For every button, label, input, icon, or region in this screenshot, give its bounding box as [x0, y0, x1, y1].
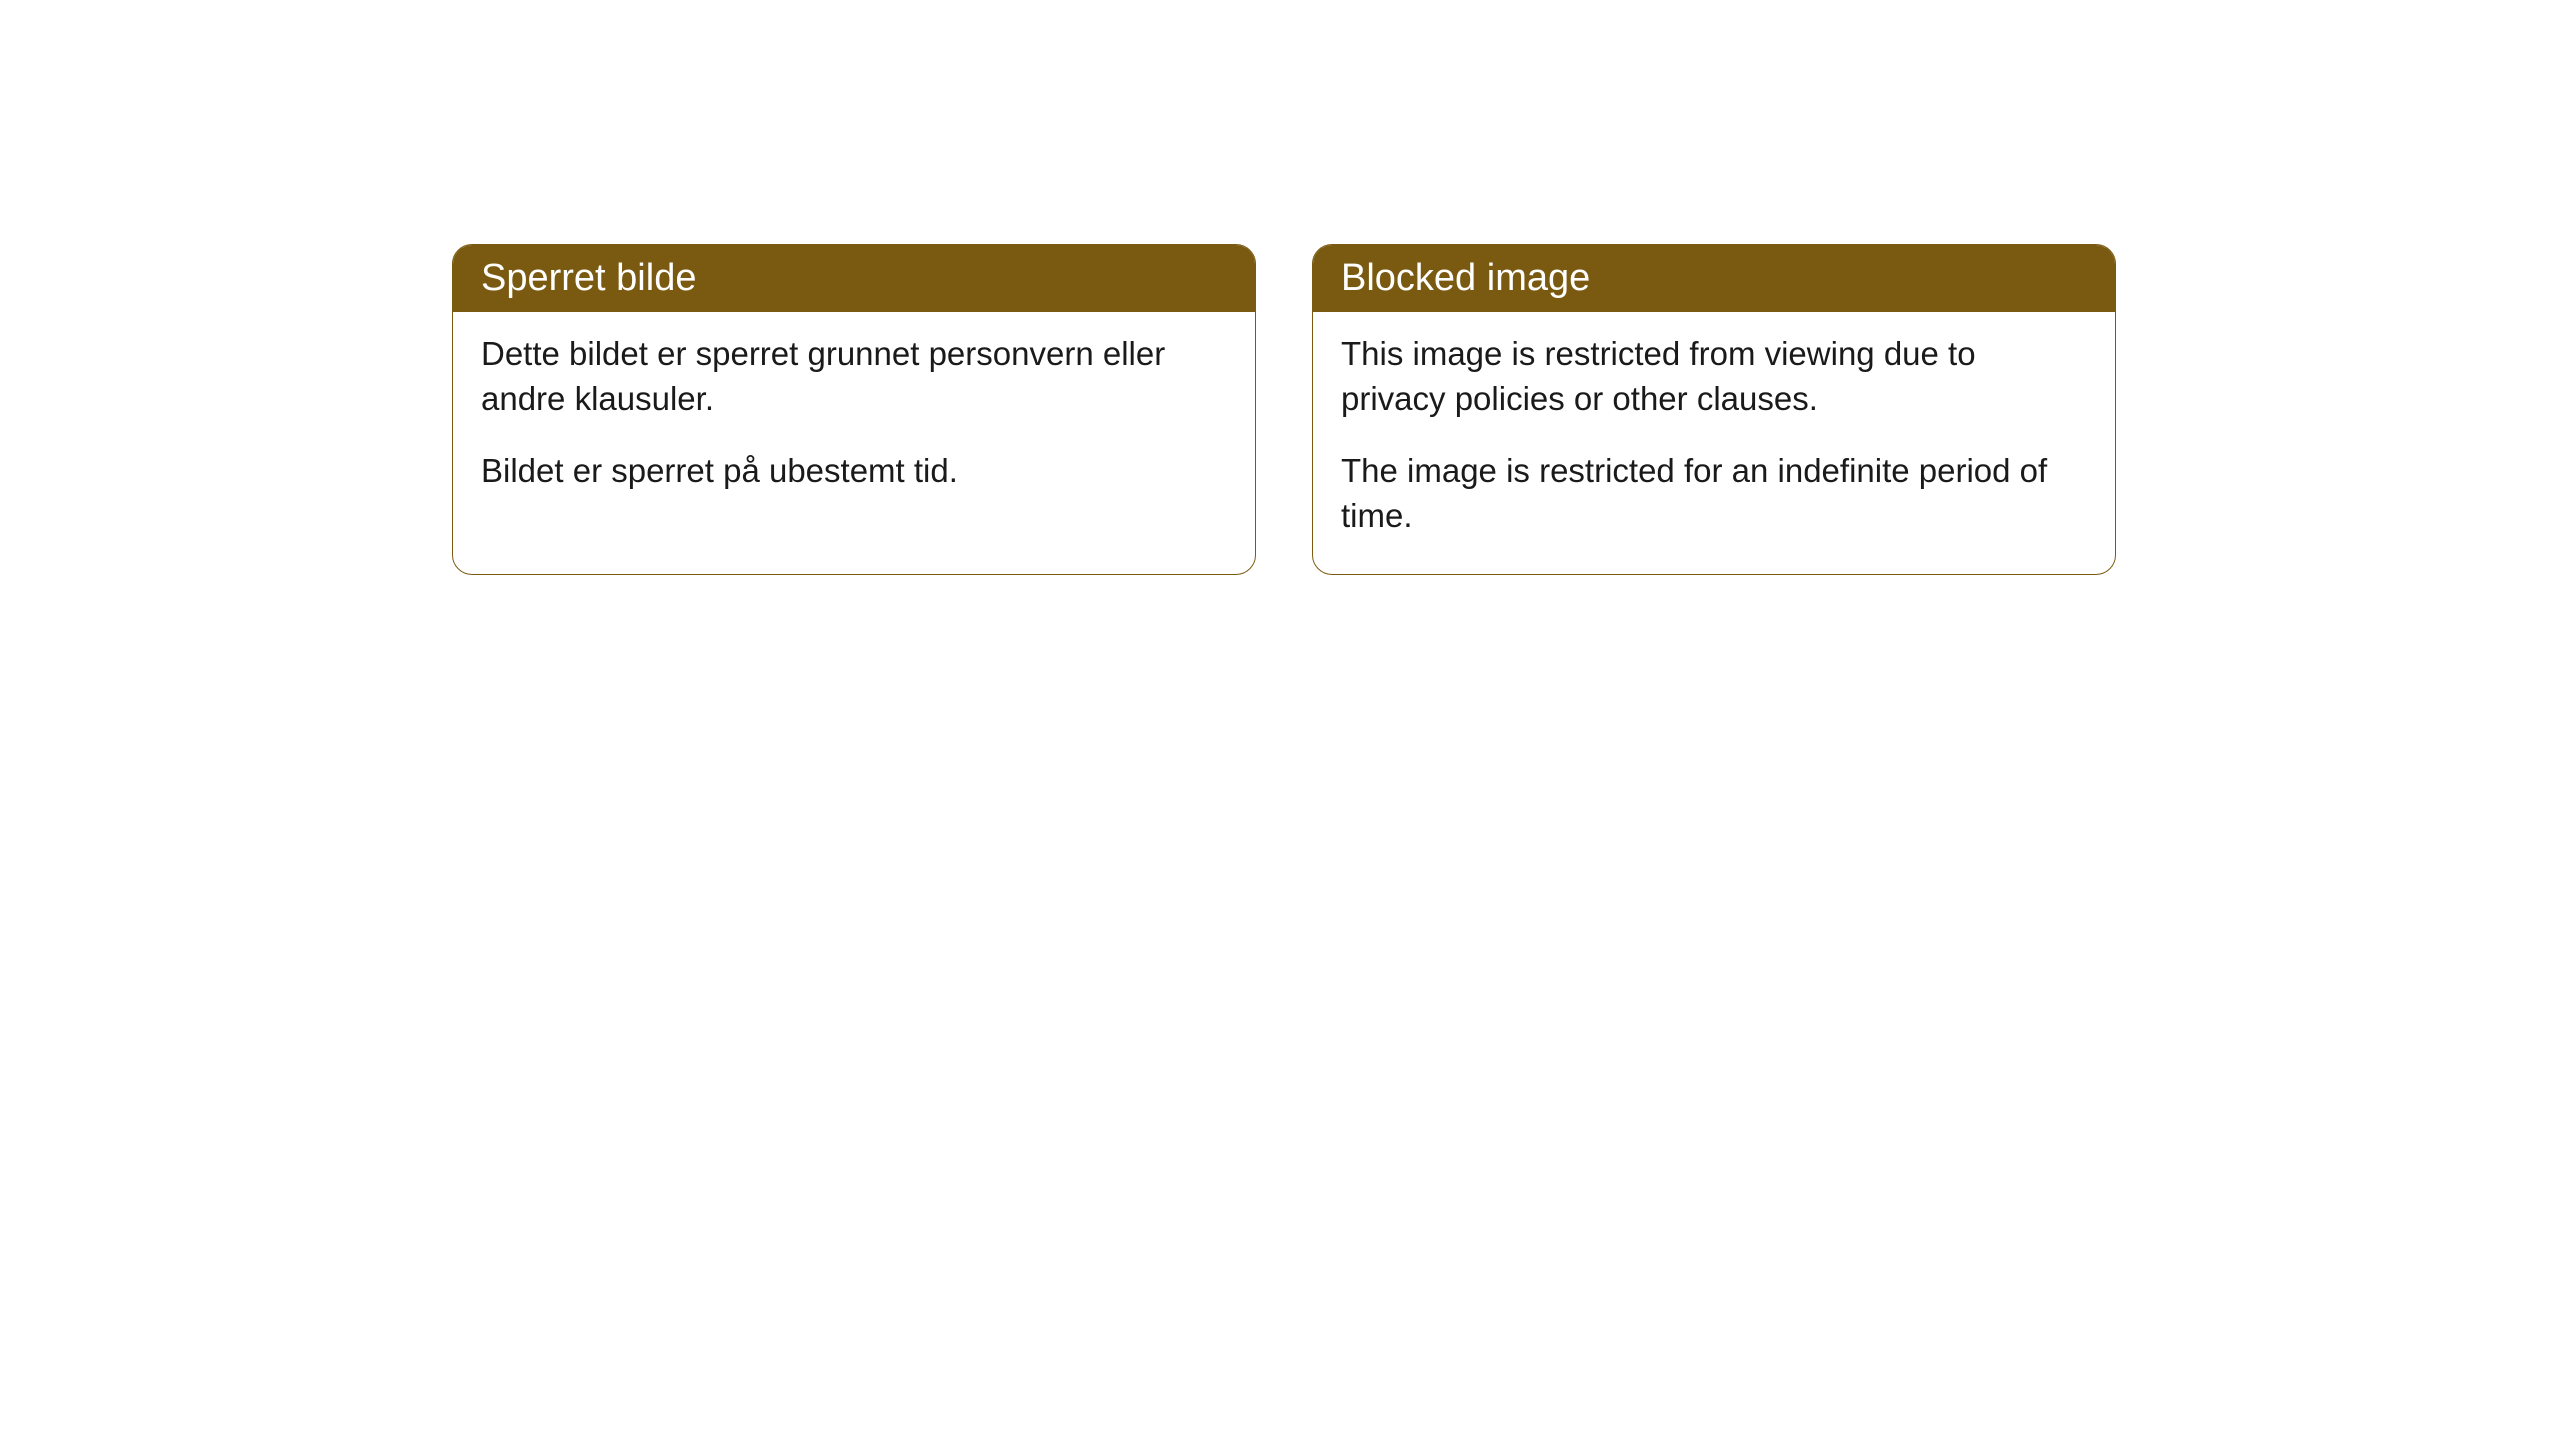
card-text-no-1: Dette bildet er sperret grunnet personve… [481, 332, 1227, 421]
card-title-en: Blocked image [1341, 257, 1590, 299]
blocked-image-card-en: Blocked image This image is restricted f… [1312, 244, 2116, 575]
card-text-en-2: The image is restricted for an indefinit… [1341, 449, 2087, 538]
card-text-en-1: This image is restricted from viewing du… [1341, 332, 2087, 421]
blocked-image-card-no: Sperret bilde Dette bildet er sperret gr… [452, 244, 1256, 575]
notice-container: Sperret bilde Dette bildet er sperret gr… [0, 0, 2560, 575]
card-body-en: This image is restricted from viewing du… [1313, 312, 2115, 574]
card-title-no: Sperret bilde [481, 257, 696, 299]
card-text-no-2: Bildet er sperret på ubestemt tid. [481, 449, 1227, 494]
card-header-en: Blocked image [1313, 245, 2115, 312]
card-header-no: Sperret bilde [453, 245, 1255, 312]
card-body-no: Dette bildet er sperret grunnet personve… [453, 312, 1255, 530]
